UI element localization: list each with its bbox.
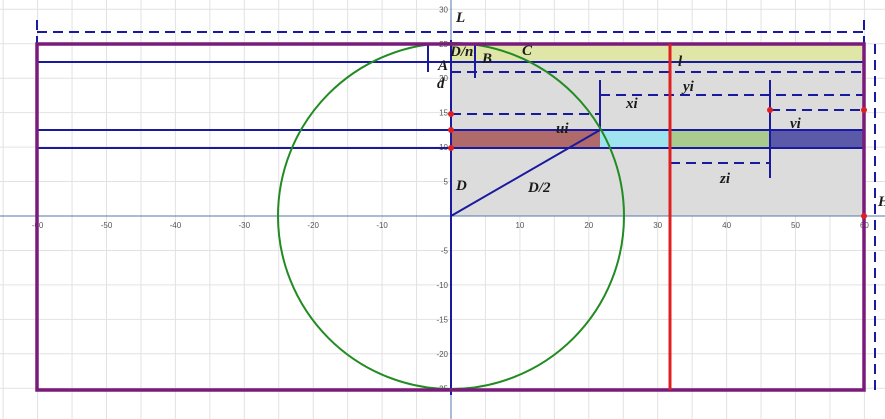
y-tick-label: -10: [436, 281, 448, 290]
label: yi: [681, 79, 695, 95]
label: xi: [625, 96, 639, 112]
cell-green: [670, 130, 770, 148]
y-tick-label: 30: [439, 5, 448, 14]
x-tick-label: -40: [170, 221, 182, 230]
label: vi: [790, 116, 802, 132]
x-tick-label: -20: [307, 221, 319, 230]
label: D: [455, 178, 467, 194]
label: D/n: [449, 44, 473, 60]
label: ui: [556, 121, 569, 137]
y-tick-label: -20: [436, 350, 448, 359]
y-tick-label: -5: [441, 246, 449, 255]
y-tick-label: 5: [444, 178, 449, 187]
label: D/2: [527, 180, 551, 196]
x-tick-label: 50: [791, 221, 800, 230]
label: C: [522, 43, 533, 59]
cell-blue: [770, 130, 864, 148]
x-tick-label: 10: [515, 221, 524, 230]
points: [448, 107, 867, 219]
label: d: [437, 76, 445, 92]
label: L: [455, 10, 465, 26]
x-tick-label: 20: [584, 221, 593, 230]
x-tick-label: -30: [239, 221, 251, 230]
dashed-lines: [36, 20, 876, 390]
y-tick-label: 20: [439, 74, 448, 83]
label: A: [437, 58, 448, 74]
y-tick-label: -15: [436, 315, 448, 324]
x-tick-label: 40: [722, 221, 731, 230]
label: B: [481, 51, 492, 67]
cell-cyan: [600, 130, 670, 148]
top-strip: [451, 44, 864, 61]
x-tick-label: -50: [101, 221, 113, 230]
label: H: [877, 194, 885, 210]
label: zi: [719, 171, 731, 187]
y-tick-label: 15: [439, 109, 448, 118]
label: l: [678, 54, 683, 70]
cell-ui: [451, 130, 600, 148]
x-tick-label: 30: [653, 221, 662, 230]
x-tick-label: -10: [376, 221, 388, 230]
